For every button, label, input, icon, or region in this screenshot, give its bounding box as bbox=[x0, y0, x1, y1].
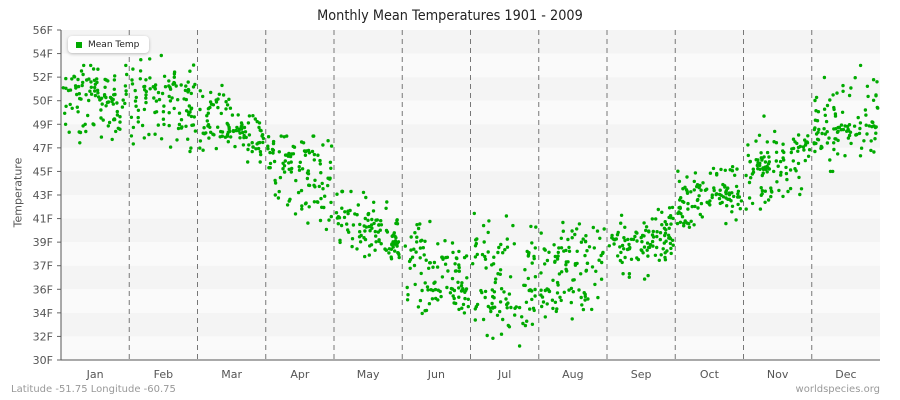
x-tick-label: Nov bbox=[767, 368, 789, 381]
y-tick-label: 49F bbox=[33, 118, 53, 131]
x-tick-label: Jan bbox=[86, 368, 104, 381]
y-tick-label: 50F bbox=[33, 95, 53, 108]
x-tick-label: Aug bbox=[562, 368, 583, 381]
y-tick-label: 47F bbox=[33, 142, 53, 155]
data-points bbox=[61, 53, 880, 348]
legend-label: Mean Temp bbox=[88, 39, 140, 50]
source-label: worldspecies.org bbox=[795, 384, 880, 395]
location-label: Latitude -51.75 Longitude -60.75 bbox=[11, 384, 176, 395]
y-tick-label: 52F bbox=[33, 71, 53, 84]
y-tick-label: 54F bbox=[33, 48, 53, 61]
x-tick-label: Jul bbox=[497, 368, 511, 381]
x-tick-label: Feb bbox=[154, 368, 173, 381]
y-tick-label: 32F bbox=[33, 330, 53, 343]
x-tick-label: May bbox=[357, 368, 380, 381]
x-tick-label: Dec bbox=[835, 368, 856, 381]
legend: Mean Temp bbox=[68, 36, 150, 53]
y-tick-label: 41F bbox=[33, 213, 53, 226]
y-tick-label: 43F bbox=[33, 189, 53, 202]
x-tick-label: Mar bbox=[221, 368, 242, 381]
chart-title: Monthly Mean Temperatures 1901 - 2009 bbox=[317, 8, 583, 24]
x-tick-label: Oct bbox=[700, 368, 720, 381]
y-tick-label: 56F bbox=[33, 24, 53, 37]
y-tick-label: 30F bbox=[33, 354, 53, 367]
y-tick-label: 39F bbox=[33, 236, 53, 249]
y-tick-label: 36F bbox=[33, 283, 53, 296]
x-tick-label: Jun bbox=[427, 368, 445, 381]
x-tick-label: Sep bbox=[631, 368, 652, 381]
y-tick-label: 37F bbox=[33, 260, 53, 273]
legend-swatch bbox=[76, 41, 82, 48]
y-tick-label: 45F bbox=[33, 165, 53, 178]
y-tick-label: 34F bbox=[33, 307, 53, 320]
x-tick-label: Apr bbox=[290, 368, 310, 381]
